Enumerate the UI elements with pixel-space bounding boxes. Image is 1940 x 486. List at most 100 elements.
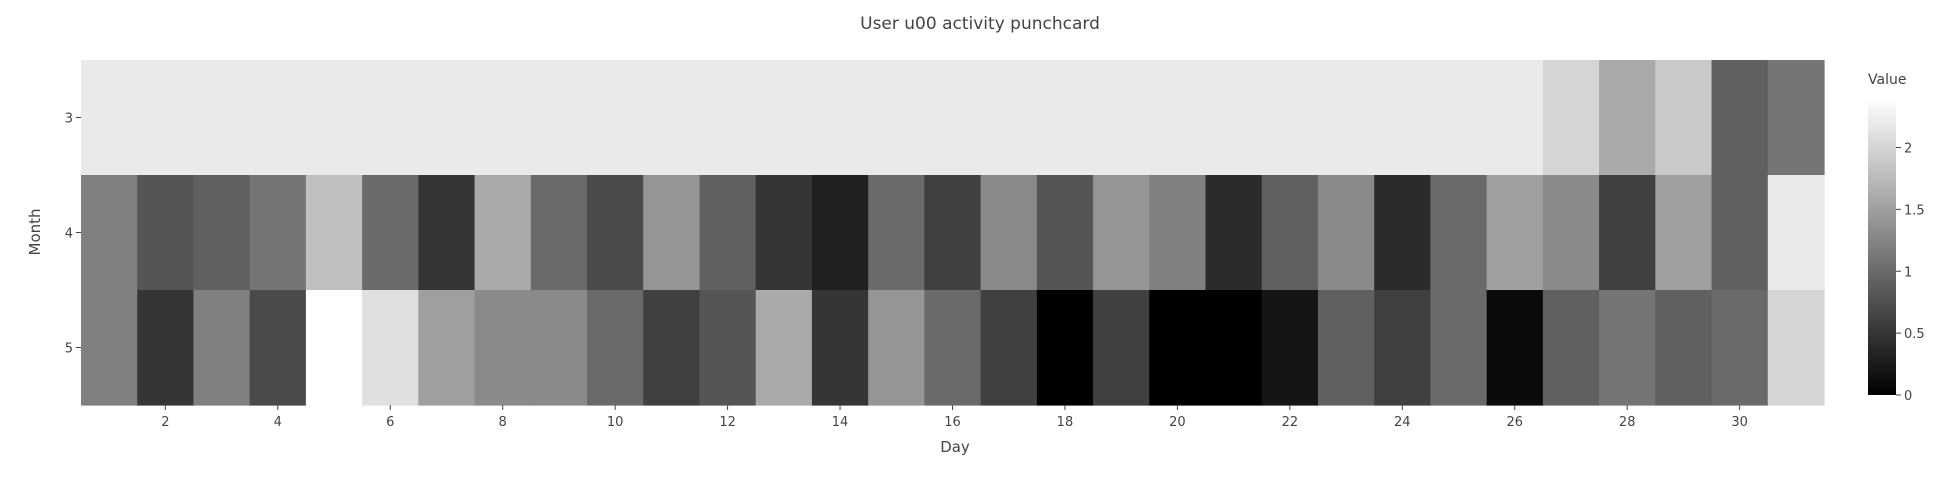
y-axis-title: Month [26,208,44,255]
heatmap-cell [1486,175,1544,291]
heatmap-cell [530,60,588,176]
colorbar-tick-label: 1.5 [1904,203,1925,218]
heatmap-cell [587,290,644,406]
heatmap-cell [587,175,644,291]
heatmap-cell [1767,290,1825,406]
heatmap-cell [811,60,869,176]
heatmap-cell [1655,60,1713,176]
heatmap-cell [643,175,701,291]
heatmap-cell [755,290,813,406]
heatmap-cell [474,290,532,406]
heatmap-cell [137,175,195,291]
heatmap-cell [1374,60,1432,176]
heatmap-cell [1374,175,1432,291]
colorbar [1868,98,1896,395]
x-tick-label: 24 [1394,415,1411,430]
heatmap-cell [811,290,869,406]
heatmap-cell [1093,60,1150,176]
heatmap-cell [980,175,1038,291]
heatmap-cell [418,175,476,291]
heatmap-cell [1036,175,1094,291]
heatmap-cell [1542,175,1600,291]
heatmap-cell [474,60,532,176]
colorbar-tick-label: 0.5 [1904,327,1925,342]
heatmap-cell [305,175,363,291]
heatmap-cell [811,175,869,291]
heatmap-cell [1149,175,1207,291]
x-axis-title: Day [940,438,970,456]
heatmap-cell [1430,175,1488,291]
heatmap-cell [1317,60,1375,176]
heatmap-cell [587,60,644,176]
heatmap-cell [755,175,813,291]
x-tick-label: 2 [161,415,169,430]
heatmap-cell [1205,175,1263,291]
x-tick-label: 26 [1506,415,1523,430]
heatmap-cells [81,60,1825,406]
heatmap-cell [530,290,588,406]
heatmap-cell [1149,60,1207,176]
heatmap-cell [868,175,925,291]
heatmap-cell [1711,60,1769,176]
y-axis-ticks: 3 4 5 [65,112,81,357]
x-tick-label: 30 [1731,415,1748,430]
heatmap-cell [249,175,307,291]
heatmap-cell [699,60,757,176]
heatmap-cell [1374,290,1432,406]
heatmap-cell [1711,175,1769,291]
heatmap-cell [249,60,307,176]
heatmap-cell [305,60,363,176]
heatmap-cell [1599,175,1656,291]
x-tick-label: 12 [719,415,736,430]
x-axis-ticks: 2 4 6 8 10 12 14 16 18 20 22 24 26 28 30 [161,405,1748,430]
heatmap-cell [1149,290,1207,406]
heatmap-cell [1205,60,1263,176]
x-tick-label: 16 [944,415,961,430]
heatmap-cell [81,60,138,176]
heatmap-cell [1205,290,1263,406]
y-tick-label: 5 [65,342,73,357]
heatmap-cell [980,60,1038,176]
heatmap-cell [362,175,419,291]
heatmap-cell [1599,290,1656,406]
heatmap-cell [1655,290,1713,406]
heatmap-cell [193,175,251,291]
x-tick-label: 4 [274,415,282,430]
heatmap-cell [474,175,532,291]
colorbar-tick-label: 2 [1904,142,1912,157]
heatmap-cell [924,175,982,291]
heatmap-cell [137,290,195,406]
heatmap-cell [699,290,757,406]
heatmap-cell [1542,60,1600,176]
heatmap-cell [530,175,588,291]
heatmap-cell [418,290,476,406]
heatmap-cell [699,175,757,291]
x-tick-label: 18 [1057,415,1074,430]
heatmap-cell [1036,60,1094,176]
heatmap-cell [305,290,363,406]
heatmap-cell [643,290,701,406]
chart-title: User u00 activity punchcard [860,14,1100,34]
heatmap-cell [81,175,138,291]
x-tick-label: 8 [499,415,507,430]
heatmap-cell [1486,290,1544,406]
x-tick-label: 14 [832,415,849,430]
heatmap-cell [1542,290,1600,406]
heatmap-cell [1655,175,1713,291]
heatmap-cell [868,60,925,176]
heatmap-cell [1261,290,1319,406]
heatmap-cell [249,290,307,406]
heatmap-cell [1317,175,1375,291]
heatmap-cell [362,290,419,406]
colorbar-ticks: 0 0.5 1 1.5 2 [1896,142,1925,404]
heatmap-cell [418,60,476,176]
colorbar-title: Value [1868,72,1906,88]
colorbar-tick-label: 1 [1904,265,1912,280]
heatmap-cell [193,290,251,406]
heatmap-cell [1767,60,1825,176]
heatmap-cell [1767,175,1825,291]
heatmap-cell [1430,60,1488,176]
x-tick-label: 22 [1282,415,1299,430]
